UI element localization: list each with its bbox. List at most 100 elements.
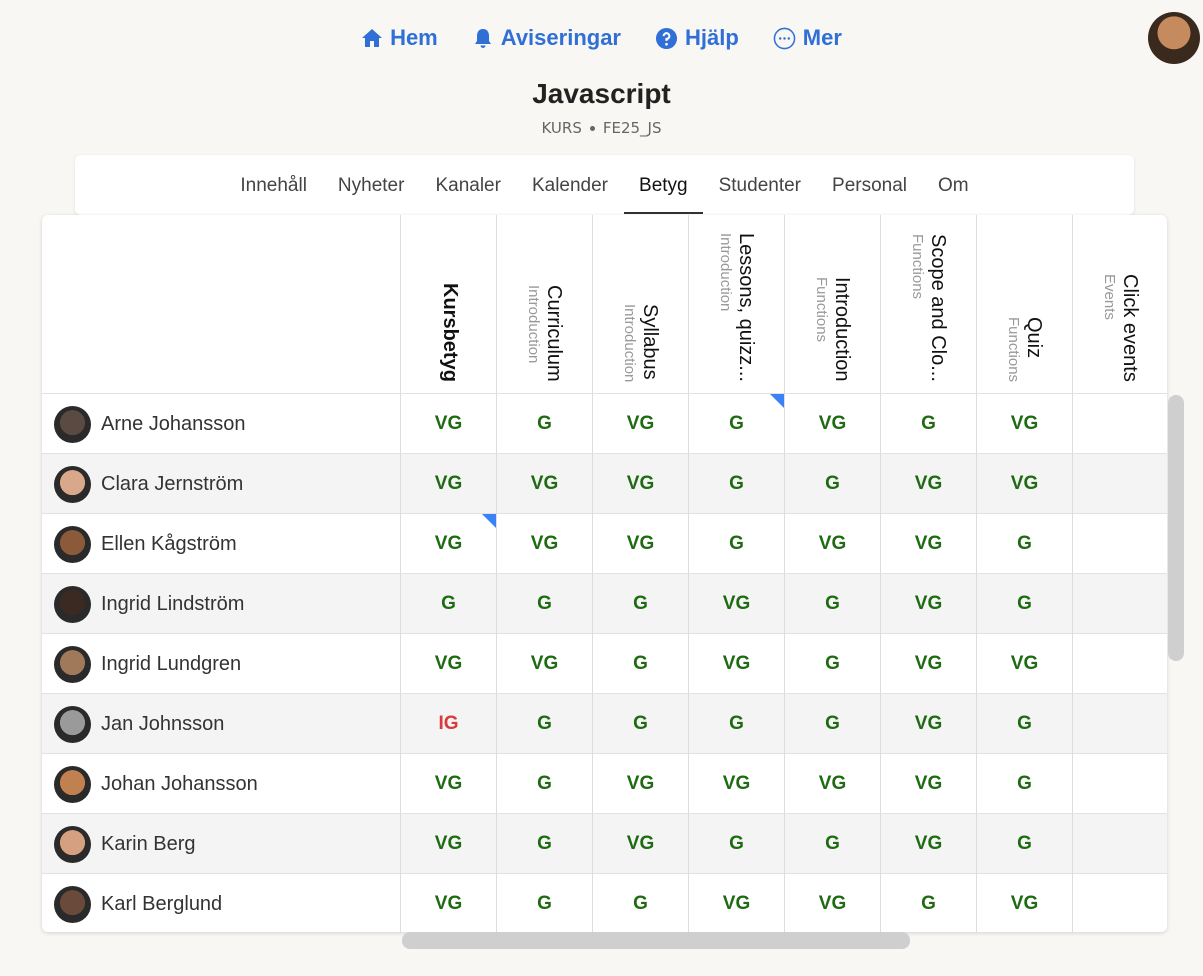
student-name[interactable]: Clara Jernström [101, 473, 244, 495]
grade-cell[interactable] [1073, 394, 1167, 454]
grade-cell[interactable]: G [977, 814, 1073, 874]
student-name[interactable]: Ellen Kågström [101, 533, 237, 555]
grade-cell[interactable]: VG [977, 874, 1073, 932]
student-name[interactable]: Ingrid Lindström [101, 593, 245, 615]
grade-cell[interactable]: VG [881, 754, 977, 814]
grade-cell[interactable]: VG [977, 394, 1073, 454]
vertical-scrollbar[interactable] [1168, 395, 1184, 661]
grade-cell[interactable]: G [977, 754, 1073, 814]
nav-item[interactable]: Hem [361, 20, 438, 56]
nav-item[interactable]: Aviseringar [472, 20, 621, 56]
grade-cell[interactable]: G [785, 634, 881, 694]
column-header[interactable]: Events Click events [1073, 215, 1167, 394]
column-header[interactable]: Introduction Curriculum [497, 215, 593, 394]
grade-cell[interactable]: G [689, 694, 785, 754]
grade-cell[interactable]: VG [593, 814, 689, 874]
grade-cell[interactable]: VG [881, 514, 977, 574]
student-name[interactable]: Johan Johansson [101, 773, 258, 795]
tab[interactable]: Kanaler [435, 175, 501, 196]
grade-cell[interactable]: G [497, 754, 593, 814]
grade-cell[interactable]: G [593, 574, 689, 634]
grade-cell[interactable] [1073, 754, 1167, 814]
grade-cell[interactable]: VG [689, 634, 785, 694]
grade-cell[interactable]: G [785, 574, 881, 634]
grade-cell[interactable]: VG [401, 454, 497, 514]
grade-cell[interactable]: VG [593, 514, 689, 574]
grade-cell[interactable]: VG [689, 874, 785, 932]
grade-cell[interactable]: VG [593, 394, 689, 454]
grade-cell[interactable]: G [977, 514, 1073, 574]
grade-cell[interactable]: G [497, 694, 593, 754]
grade-cell[interactable]: G [497, 394, 593, 454]
student-name[interactable]: Ingrid Lundgren [101, 653, 242, 675]
grade-cell[interactable]: G [881, 874, 977, 932]
grade-cell[interactable]: VG [881, 694, 977, 754]
grade-cell[interactable]: VG [689, 754, 785, 814]
grade-cell[interactable]: VG [401, 634, 497, 694]
tab[interactable]: Studenter [718, 175, 802, 196]
grade-cell[interactable]: VG [593, 754, 689, 814]
grade-cell[interactable]: G [689, 514, 785, 574]
grade-cell[interactable]: VG [977, 454, 1073, 514]
grade-cell[interactable]: VG [785, 874, 881, 932]
student-name[interactable]: Karl Berglund [101, 893, 223, 915]
nav-item[interactable]: Hjälp [655, 20, 739, 56]
grade-cell[interactable]: VG [401, 754, 497, 814]
grade-cell[interactable]: G [401, 574, 497, 634]
student-name[interactable]: Arne Johansson [101, 413, 246, 435]
grade-cell[interactable]: VG [977, 634, 1073, 694]
grade-cell[interactable]: VG [401, 814, 497, 874]
grade-cell[interactable]: VG [689, 574, 785, 634]
grade-cell[interactable]: VG [785, 514, 881, 574]
grade-cell[interactable]: VG [881, 634, 977, 694]
grade-cell[interactable]: G [497, 574, 593, 634]
column-header[interactable]: Functions Quiz [977, 215, 1073, 394]
grade-cell[interactable]: VG [497, 454, 593, 514]
grade-cell[interactable]: G [785, 454, 881, 514]
column-header[interactable]: Kursbetyg [401, 215, 497, 394]
grade-cell[interactable] [1073, 694, 1167, 754]
grade-cell[interactable]: G [977, 574, 1073, 634]
tab[interactable]: Om [938, 175, 969, 196]
horizontal-scrollbar[interactable] [402, 932, 910, 949]
grade-cell[interactable]: IG [401, 694, 497, 754]
grade-cell[interactable] [1073, 574, 1167, 634]
grade-cell[interactable]: G [497, 814, 593, 874]
grade-cell[interactable]: G [689, 454, 785, 514]
grade-cell[interactable]: VG [881, 574, 977, 634]
column-header[interactable]: Functions Scope and Clo... [881, 215, 977, 394]
grade-cell[interactable]: G [977, 694, 1073, 754]
grade-cell[interactable]: VG [401, 514, 497, 574]
grade-cell[interactable]: G [785, 694, 881, 754]
grade-cell[interactable]: G [689, 814, 785, 874]
tab[interactable]: Betyg [623, 155, 704, 214]
grade-cell[interactable]: VG [401, 874, 497, 932]
grade-cell[interactable]: G [881, 394, 977, 454]
grade-cell[interactable] [1073, 874, 1167, 932]
grade-cell[interactable]: VG [881, 454, 977, 514]
grade-cell[interactable]: VG [881, 814, 977, 874]
grade-cell[interactable]: VG [497, 634, 593, 694]
grade-cell[interactable]: VG [785, 394, 881, 454]
user-avatar[interactable] [1148, 12, 1200, 64]
grade-cell[interactable]: G [497, 874, 593, 932]
tab[interactable]: Nyheter [337, 175, 405, 196]
grade-cell[interactable]: G [593, 874, 689, 932]
grade-cell[interactable] [1073, 454, 1167, 514]
tab[interactable]: Innehåll [240, 175, 307, 196]
column-header[interactable]: Introduction Syllabus [593, 215, 689, 394]
grade-cell[interactable]: G [785, 814, 881, 874]
grade-cell[interactable] [1073, 514, 1167, 574]
tab[interactable]: Personal [832, 175, 908, 196]
column-header[interactable]: Functions Introduction [785, 215, 881, 394]
grade-cell[interactable]: G [593, 634, 689, 694]
grade-cell[interactable]: VG [401, 394, 497, 454]
grade-cell[interactable]: G [593, 694, 689, 754]
grade-cell[interactable]: VG [593, 454, 689, 514]
grade-cell[interactable]: G [689, 394, 785, 454]
grade-cell[interactable]: VG [785, 754, 881, 814]
grade-cell[interactable]: VG [497, 514, 593, 574]
grade-cell[interactable] [1073, 634, 1167, 694]
student-name[interactable]: Karin Berg [101, 833, 196, 855]
nav-item[interactable]: Mer [773, 20, 842, 56]
